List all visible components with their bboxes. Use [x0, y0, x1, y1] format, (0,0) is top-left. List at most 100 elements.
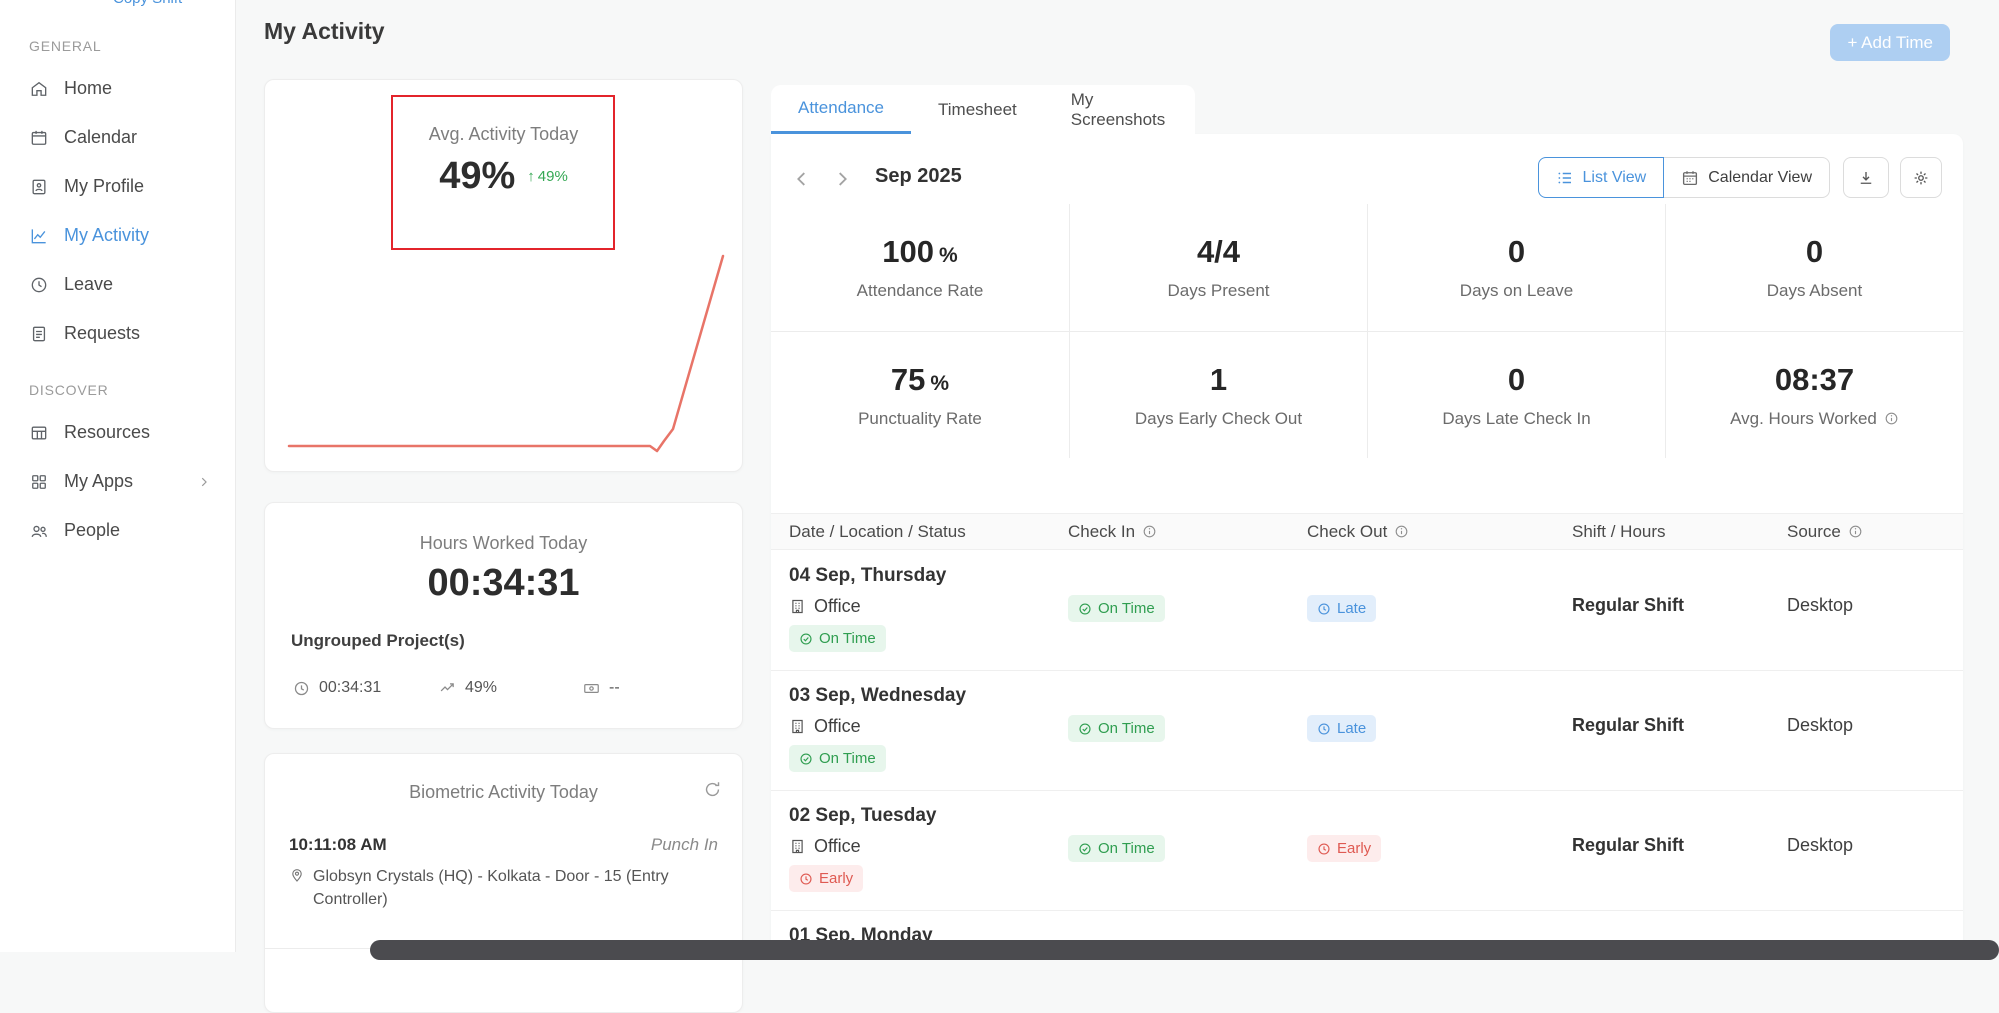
tab-timesheet[interactable]: Timesheet	[938, 99, 1017, 119]
sidebar-item-people[interactable]: People	[0, 506, 235, 555]
attendance-table-body: 04 Sep, Thursday Office On Time On Time …	[771, 551, 1963, 952]
calendar-view-button[interactable]: Calendar View	[1664, 157, 1830, 198]
trend-icon	[439, 680, 456, 697]
apps-grid-icon	[29, 472, 49, 492]
section-label-general: GENERAL	[29, 38, 102, 54]
clock-icon	[800, 872, 812, 885]
chevron-right-icon	[197, 475, 211, 489]
tab-my-screenshots[interactable]: My Screenshots	[1070, 89, 1166, 129]
sidebar-item-leave[interactable]: Leave	[0, 260, 235, 309]
clock-icon	[1318, 842, 1330, 855]
tab-attendance[interactable]: Attendance	[771, 85, 912, 134]
sidebar-item-label: My Activity	[64, 225, 150, 245]
sidebar-item-label: Requests	[64, 323, 141, 343]
location-pin-icon	[289, 867, 305, 911]
activity-delta: ↑ 49%	[527, 168, 568, 185]
clock-icon	[29, 275, 49, 295]
punch-type: Punch In	[650, 835, 718, 854]
sidebar-item-my-apps[interactable]: My Apps	[0, 457, 235, 506]
trend-up-icon: ↑	[527, 168, 535, 185]
sidebar-item-label: My Apps	[64, 471, 134, 491]
table-icon	[29, 423, 49, 443]
tracked-earnings: --	[583, 679, 620, 697]
avg-activity-card: Avg. Activity Today 49% ↑ 49%	[264, 79, 743, 472]
info-icon[interactable]	[1848, 524, 1863, 539]
biometric-card: Biometric Activity Today 10:11:08 AM Pun…	[264, 753, 743, 1013]
red-annotation-box	[391, 95, 615, 250]
table-row[interactable]: 03 Sep, Wednesday Office On Time On Time…	[771, 671, 1963, 791]
calendar-icon	[29, 128, 49, 148]
row-date: 02 Sep, Tuesday	[789, 805, 937, 826]
settings-gear-button[interactable]	[1900, 157, 1942, 198]
info-icon[interactable]	[1394, 524, 1409, 539]
hours-worked-title: Hours Worked Today	[419, 533, 588, 553]
clock-icon	[293, 680, 310, 697]
info-icon[interactable]	[1884, 411, 1899, 426]
sidebar: Copy Shift GENERAL Home Calendar My Prof…	[0, 0, 236, 952]
stat-days-late-check-in: 0 Days Late Check In	[1367, 331, 1665, 458]
sidebar-item-label: Calendar	[64, 127, 138, 147]
stat-days-present: 4/4 Days Present	[1069, 204, 1367, 331]
hours-worked-value: 00:34:31	[427, 562, 580, 604]
sidebar-item-resources[interactable]: Resources	[0, 408, 235, 457]
project-group-label: Ungrouped Project(s)	[291, 631, 465, 650]
sidebar-item-label: My Profile	[64, 176, 145, 196]
status-badge: On Time	[789, 745, 886, 772]
check-circle-icon	[800, 632, 812, 645]
table-row[interactable]: 04 Sep, Thursday Office On Time On Time …	[771, 551, 1963, 671]
clipped-top-link[interactable]: Copy Shift	[113, 0, 182, 7]
sidebar-item-my-activity[interactable]: My Activity	[0, 211, 235, 260]
sidebar-item-label: Resources	[64, 422, 151, 442]
stats-grid: 100% Attendance Rate 4/4 Days Present 0 …	[771, 204, 1963, 458]
stat-days-absent: 0 Days Absent	[1665, 204, 1963, 331]
people-icon	[29, 521, 49, 541]
banknote-icon	[583, 680, 600, 697]
tracked-activity: 49%	[439, 679, 497, 697]
stat-days-on-leave: 0 Days on Leave	[1367, 204, 1665, 331]
sidebar-item-label: Home	[64, 78, 113, 98]
table-header: Date / Location / Status Check In Check …	[771, 513, 1963, 550]
check-in-badge: On Time	[1068, 715, 1165, 742]
check-out-badge: Late	[1307, 715, 1377, 742]
stat-punctuality-rate: 75% Punctuality Rate	[771, 331, 1069, 458]
document-icon	[29, 324, 49, 344]
biometric-title: Biometric Activity Today	[409, 782, 598, 802]
section-label-discover: DISCOVER	[29, 382, 109, 398]
list-view-button[interactable]: List View	[1537, 157, 1665, 198]
row-location: Office	[814, 836, 861, 856]
row-source: Desktop	[1787, 835, 1854, 855]
sidebar-item-label: People	[64, 520, 121, 540]
list-icon	[1556, 169, 1574, 187]
sidebar-item-label: Leave	[64, 274, 114, 294]
stat-attendance-rate: 100% Attendance Rate	[856, 234, 984, 300]
row-location: Office	[814, 716, 861, 736]
prev-month-button[interactable]	[787, 164, 817, 194]
check-in-badge: On Time	[1068, 835, 1165, 862]
sidebar-item-home[interactable]: Home	[0, 64, 235, 113]
row-date: 04 Sep, Thursday	[789, 565, 947, 586]
table-row[interactable]: 02 Sep, Tuesday Office Early On Time Ear…	[771, 791, 1963, 911]
sidebar-item-requests[interactable]: Requests	[0, 309, 235, 358]
download-button[interactable]	[1843, 157, 1889, 198]
clock-icon	[1318, 722, 1330, 735]
add-time-button[interactable]: + Add Time	[1830, 24, 1950, 61]
check-circle-icon	[800, 752, 812, 765]
row-shift: Regular Shift	[1572, 715, 1685, 735]
building-icon	[789, 598, 806, 615]
next-month-button[interactable]	[827, 164, 857, 194]
check-out-badge: Late	[1307, 595, 1377, 622]
info-icon[interactable]	[1142, 524, 1157, 539]
row-shift: Regular Shift	[1572, 835, 1685, 855]
sidebar-item-calendar[interactable]: Calendar	[0, 113, 235, 162]
refresh-icon[interactable]	[703, 780, 722, 799]
stat-days-early-check-out: 1 Days Early Check Out	[1069, 331, 1367, 458]
row-shift: Regular Shift	[1572, 595, 1685, 615]
status-badge: Early	[789, 865, 864, 892]
check-in-badge: On Time	[1068, 595, 1165, 622]
sidebar-item-my-profile[interactable]: My Profile	[0, 162, 235, 211]
activity-sparkline	[287, 254, 725, 453]
row-source: Desktop	[1787, 595, 1854, 615]
horizontal-scrollbar[interactable]	[370, 940, 1999, 960]
check-out-badge: Early	[1307, 835, 1382, 862]
activity-tabs: Attendance Timesheet My Screenshots	[771, 85, 1195, 134]
